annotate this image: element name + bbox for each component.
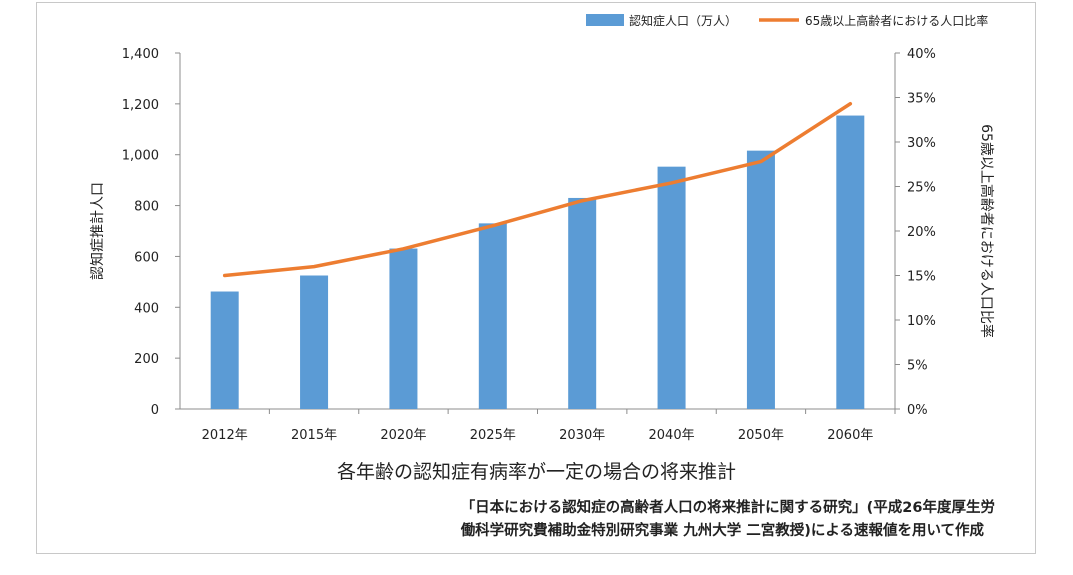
right-tick-label: 5% [907, 359, 928, 374]
legend-bar-label: 認知症人口（万人） [629, 13, 737, 28]
left-tick-label: 800 [134, 200, 159, 215]
line-series-path [222, 101, 853, 278]
x-tick-label: 2040年 [649, 428, 695, 443]
right-tick-label: 35% [907, 92, 936, 107]
bar [478, 223, 507, 409]
x-tick-label: 2015年 [291, 428, 337, 443]
legend-line-label: 65歳以上高齢者における人口比率 [805, 13, 988, 28]
right-tick-label: 40% [907, 47, 936, 62]
chart-frame [36, 2, 1036, 554]
source-line-2: 働科学研究費補助金特別研究事業 九州大学 二宮教授)による速報値を用いて作成 [460, 523, 985, 539]
axes: 0 200 400 600 800 1,000 1,200 1,400 0% 5% 10% 15% 20… [89, 47, 995, 443]
left-tick-label: 1,000 [122, 149, 159, 164]
bar-series [210, 115, 865, 409]
left-tick-label: 1,200 [122, 98, 159, 113]
right-axis-title: 65歳以上高齢者における人口比率 [978, 124, 995, 338]
left-tick-label: 400 [134, 301, 159, 316]
x-tick-label: 2025年 [470, 428, 516, 443]
left-tick-label: 1,400 [122, 47, 159, 62]
right-tick-label: 20% [907, 225, 936, 240]
line-series [222, 101, 853, 278]
right-tick-label: 30% [907, 136, 936, 151]
bar [657, 166, 686, 409]
legend: 認知症人口（万人） 65歳以上高齢者における人口比率 [586, 13, 988, 28]
right-tick-label: 0% [907, 403, 928, 418]
x-tick-label: 2030年 [559, 428, 605, 443]
bar [836, 115, 865, 409]
left-tick-label: 0 [151, 403, 159, 418]
legend-bar-swatch [586, 14, 624, 26]
bar [568, 197, 597, 409]
bar [300, 275, 329, 409]
chart-subtitle: 各年齢の認知症有病率が一定の場合の将来推計 [336, 461, 736, 483]
x-tick-label: 2020年 [380, 428, 426, 443]
bar [746, 150, 775, 409]
source-line-1: 「日本における認知症の高齢者人口の将来推計に関する研究」(平成26年度厚生労 [460, 500, 995, 516]
bar [210, 291, 239, 409]
x-tick-label: 2050年 [738, 428, 784, 443]
right-tick-label: 15% [907, 270, 936, 285]
source-note: 「日本における認知症の高齢者人口の将来推計に関する研究」(平成26年度厚生労 働… [461, 497, 995, 543]
left-tick-label: 200 [134, 352, 159, 367]
left-tick-label: 600 [134, 250, 159, 265]
bar [389, 248, 418, 409]
left-axis-title: 認知症推計人口 [89, 182, 106, 280]
x-tick-label: 2012年 [202, 428, 248, 443]
x-tick-label: 2060年 [827, 428, 873, 443]
right-tick-label: 25% [907, 181, 936, 196]
right-tick-label: 10% [907, 314, 936, 329]
